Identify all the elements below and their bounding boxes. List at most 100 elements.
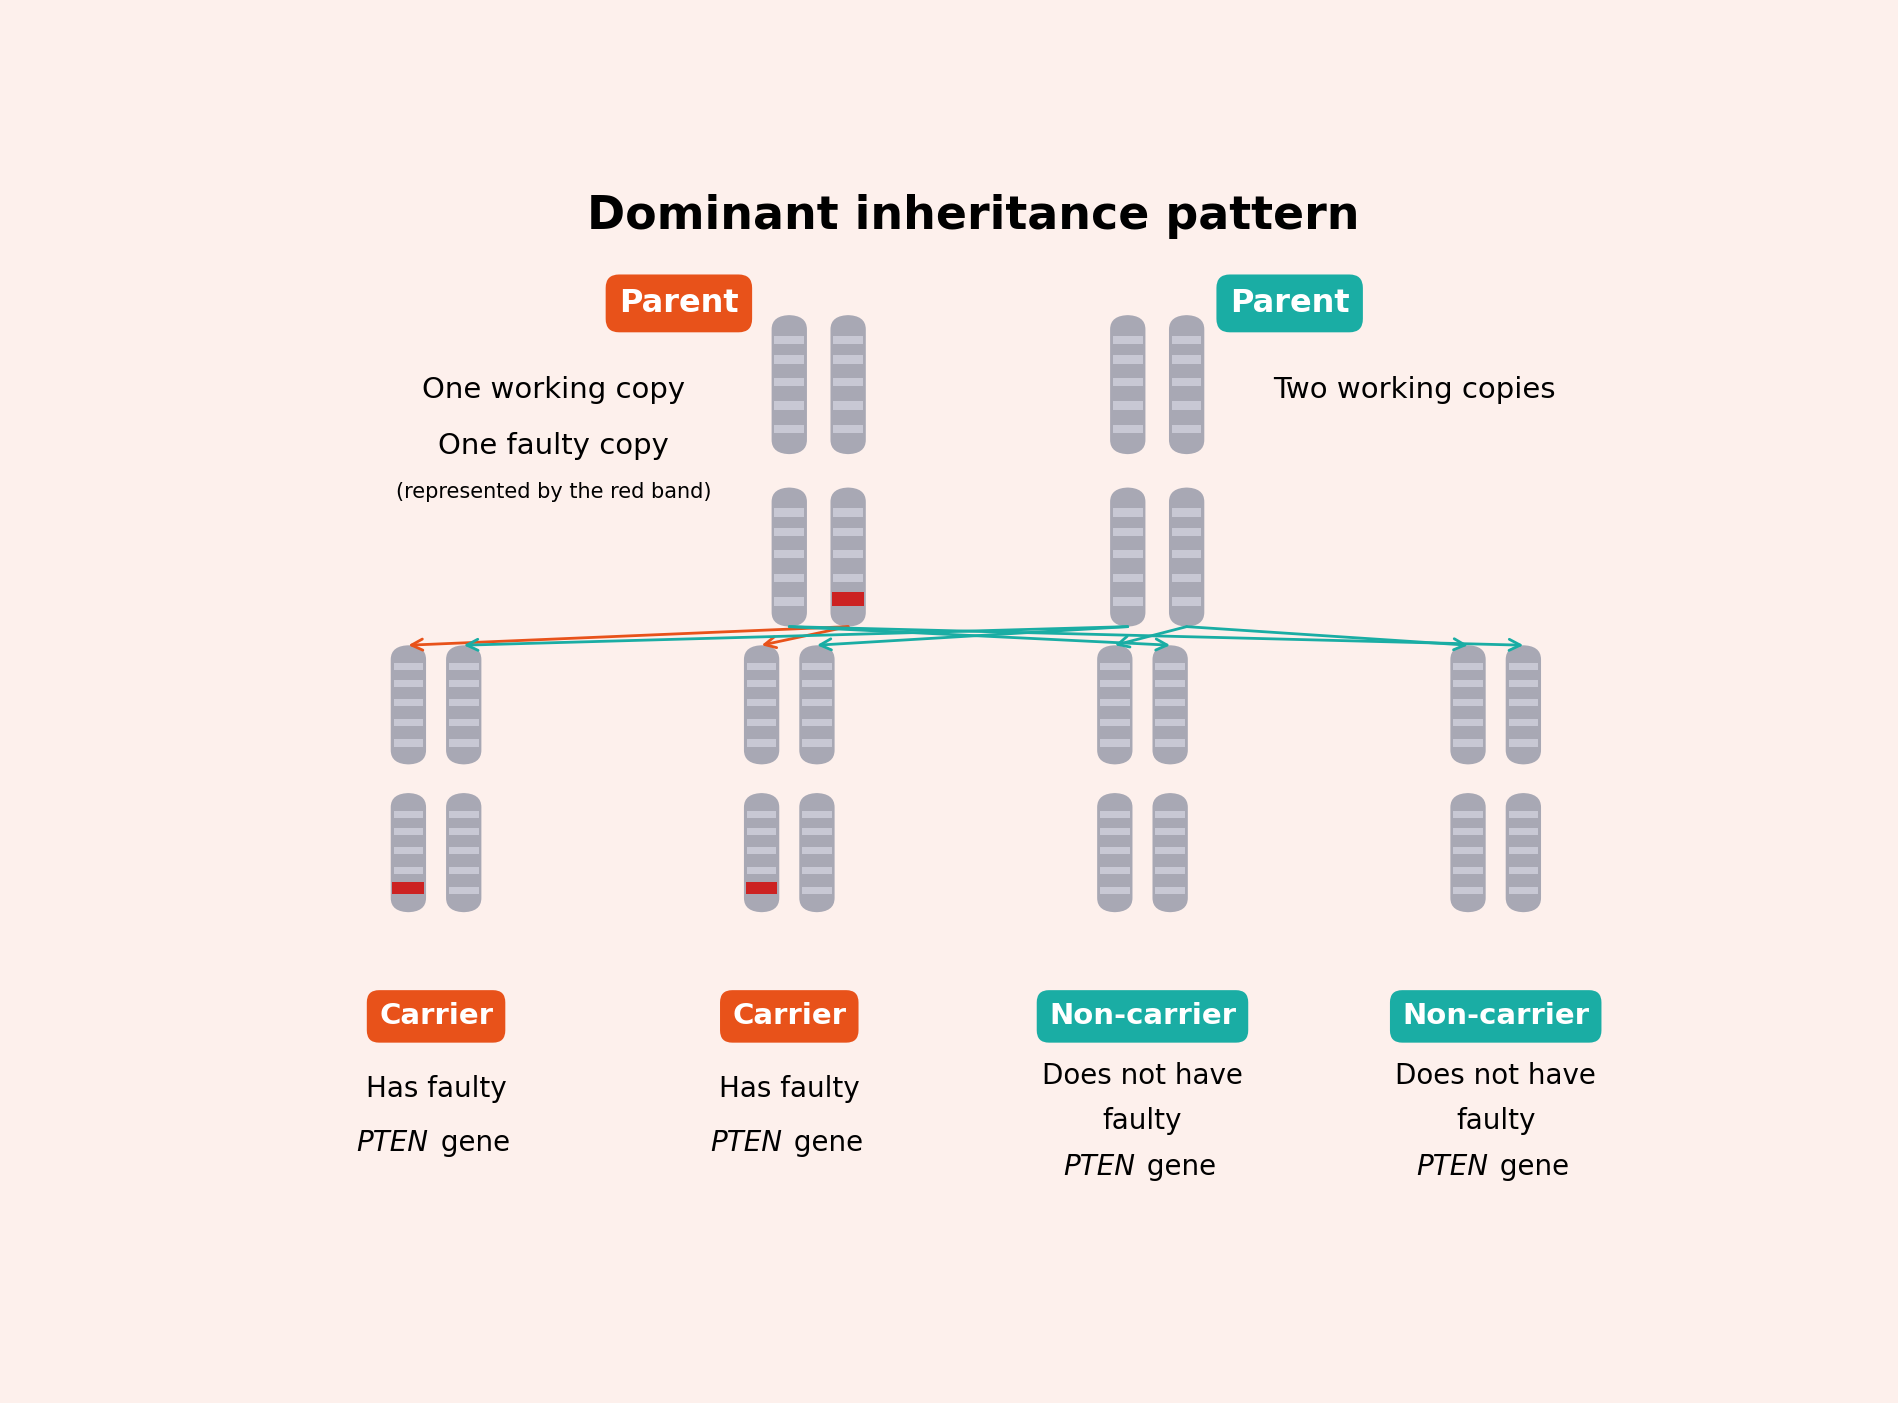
Bar [1154,664,1184,671]
Text: PTEN: PTEN [1416,1153,1488,1180]
Bar [774,401,803,410]
Bar [746,811,776,818]
Bar [833,550,862,558]
Bar [1112,508,1143,516]
Bar [1112,355,1143,363]
Bar [448,699,478,706]
Bar [1112,335,1143,344]
Bar [448,720,478,727]
Bar [774,598,803,606]
Bar [1452,887,1482,894]
Bar [801,680,831,687]
Bar [1171,401,1201,410]
Bar [1099,846,1129,854]
Bar [448,664,478,671]
Bar [1112,401,1143,410]
Text: Non-carrier: Non-carrier [1048,1002,1236,1030]
Bar [1171,574,1201,582]
Bar [833,377,862,386]
Text: PTEN: PTEN [710,1129,782,1157]
Bar [393,664,423,671]
Bar [833,528,862,536]
Bar [774,425,803,434]
FancyBboxPatch shape [829,487,865,627]
Bar [774,377,803,386]
FancyBboxPatch shape [1169,316,1203,455]
Bar [801,867,831,874]
FancyBboxPatch shape [1450,793,1484,912]
Bar [1171,508,1201,516]
Bar [1154,699,1184,706]
Text: PTEN: PTEN [1063,1153,1135,1180]
Bar [1452,720,1482,727]
FancyBboxPatch shape [771,316,807,455]
Text: Does not have: Does not have [1042,1062,1243,1090]
Text: Dominant inheritance pattern: Dominant inheritance pattern [586,195,1359,240]
Bar [448,867,478,874]
Text: PTEN: PTEN [357,1129,429,1157]
Bar [1171,355,1201,363]
Bar [1507,811,1537,818]
Bar [1099,828,1129,835]
FancyBboxPatch shape [446,645,480,765]
Bar [746,887,776,894]
Bar [1452,699,1482,706]
Bar [1112,598,1143,606]
Bar [1099,887,1129,894]
FancyBboxPatch shape [1450,645,1484,765]
Bar [1154,828,1184,835]
Bar [393,699,423,706]
Text: gene: gene [431,1129,509,1157]
Bar [1112,574,1143,582]
Bar [833,425,862,434]
Bar [393,867,423,874]
Bar [801,699,831,706]
FancyBboxPatch shape [744,793,778,912]
Bar [746,882,776,894]
FancyBboxPatch shape [1505,793,1539,912]
Bar [1452,664,1482,671]
Text: Carrier: Carrier [733,1002,847,1030]
Bar [1099,811,1129,818]
FancyBboxPatch shape [799,645,833,765]
Bar [1171,377,1201,386]
Text: Parent: Parent [619,288,738,318]
Bar [393,680,423,687]
Text: gene: gene [1490,1153,1568,1180]
Bar [1507,680,1537,687]
Bar [1154,811,1184,818]
FancyBboxPatch shape [1169,487,1203,627]
Bar [393,811,423,818]
Bar [1154,720,1184,727]
Bar [1099,699,1129,706]
Text: gene: gene [1137,1153,1215,1180]
Text: gene: gene [784,1129,862,1157]
Bar [448,828,478,835]
Bar [746,664,776,671]
Bar [1171,528,1201,536]
Bar [1507,720,1537,727]
Bar [1112,377,1143,386]
Bar [1171,335,1201,344]
Bar [448,811,478,818]
FancyBboxPatch shape [1110,487,1144,627]
FancyBboxPatch shape [391,793,425,912]
Text: Parent: Parent [1230,288,1349,318]
Bar [801,846,831,854]
Bar [833,598,862,606]
Bar [774,508,803,516]
Bar [448,887,478,894]
Bar [801,720,831,727]
Bar [833,574,862,582]
Bar [833,401,862,410]
Bar [1452,846,1482,854]
Bar [1507,846,1537,854]
Bar [1171,598,1201,606]
Bar [1507,867,1537,874]
Bar [1112,550,1143,558]
Text: Two working copies: Two working copies [1274,376,1554,404]
Bar [1154,739,1184,746]
Bar [746,680,776,687]
Bar [1099,680,1129,687]
Bar [746,867,776,874]
